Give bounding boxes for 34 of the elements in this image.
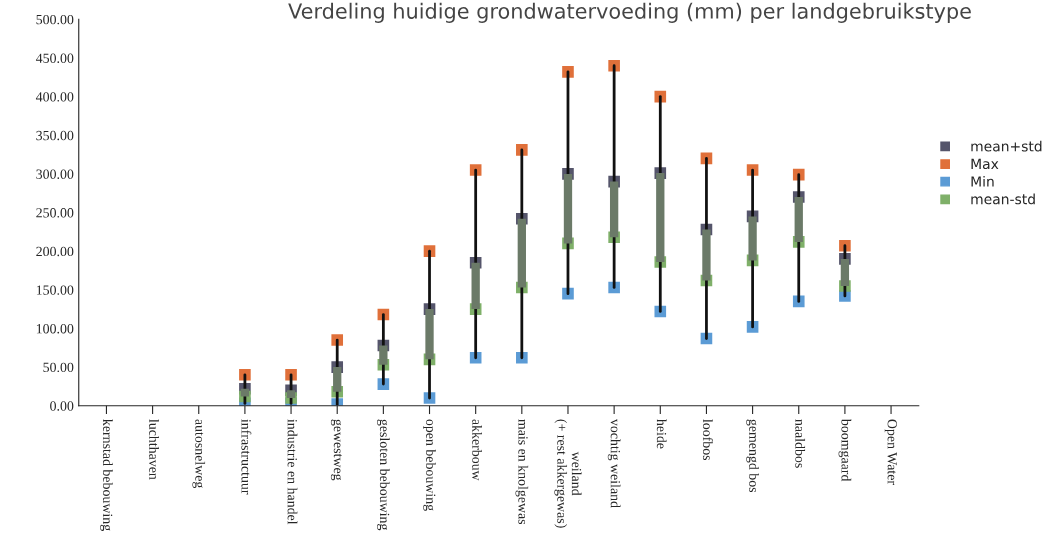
x-tick-label: naaldbos xyxy=(795,419,806,468)
y-tick-label: 250.00 xyxy=(36,208,74,218)
x-tick-label: industrie en handel xyxy=(287,419,298,525)
x-tick-label: luchthaven xyxy=(149,419,159,480)
x-tick-label: gesloten bebouwing xyxy=(377,419,390,531)
y-tick-label: 300.00 xyxy=(36,169,74,179)
legend-label: mean+std xyxy=(971,140,1042,152)
y-tick-label: 50.00 xyxy=(43,362,74,373)
legend-label: mean-std xyxy=(971,193,1035,205)
y-tick-label: 0.00 xyxy=(50,401,74,411)
x-tick-label: akkerbouw xyxy=(472,419,482,481)
x-tick-label: mais en knolgewas xyxy=(515,419,529,525)
y-tick-label: 150.00 xyxy=(36,285,74,295)
x-tick-label: vochtig weiland xyxy=(607,418,621,508)
y-tick-label: 200.00 xyxy=(36,246,74,257)
y-tick-label: 400.00 xyxy=(35,92,74,102)
y-tick-label: 100.00 xyxy=(36,324,74,334)
x-tick-label: gewestweg xyxy=(330,419,342,481)
y-tick-label: 450.00 xyxy=(35,53,74,63)
legend-label: Max xyxy=(971,158,999,170)
x-tick-label: Open Water xyxy=(884,419,897,485)
x-tick-label: heide xyxy=(656,419,667,449)
x-tick-label: autosnelweg xyxy=(192,419,206,489)
y-tick-label: 500.00 xyxy=(36,14,74,25)
y-tick-label: 350.00 xyxy=(36,130,74,141)
x-tick-label: infrastructuur xyxy=(241,419,252,495)
x-tick-label: open bebouwing xyxy=(423,419,436,511)
x-tick-label: kernstad bebouwing xyxy=(100,419,113,531)
x-tick-label: boomgaard xyxy=(838,418,852,482)
x-tick-label: weiland (+ rest akkergewas) xyxy=(554,419,582,528)
x-tick-label: loofbos xyxy=(702,419,713,461)
legend-label: Min xyxy=(971,175,994,187)
x-tick-label: gemengd bos xyxy=(746,419,759,493)
chart-title: Verdeling huidige grondwatervoeding (mm) per landgebruikstype xyxy=(288,2,971,23)
